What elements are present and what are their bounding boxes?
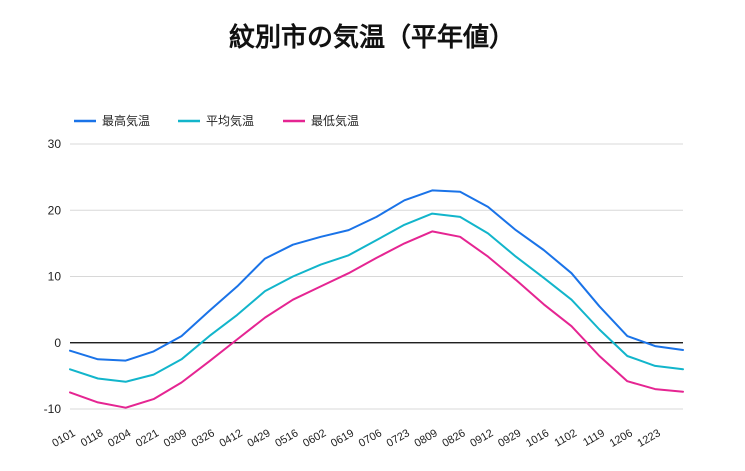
legend-label-1: 平均気温 — [206, 113, 254, 128]
x-tick-label: 0723 — [385, 427, 412, 450]
chart-title: 紋別市の気温（平年値） — [229, 22, 515, 53]
x-tick-label: 0809 — [413, 427, 440, 450]
legend-label-2: 最低気温 — [311, 113, 359, 128]
y-tick-label: -10 — [44, 402, 62, 416]
x-tick-label: 1016 — [524, 427, 551, 450]
x-tick-label: 0221 — [134, 427, 161, 450]
x-tick-label: 0101 — [50, 427, 77, 450]
series-line-1 — [69, 212, 684, 383]
x-tick-label: 0602 — [301, 427, 328, 450]
series-lines — [69, 189, 684, 409]
x-tick-label: 1119 — [581, 427, 607, 449]
series-line-0 — [69, 189, 684, 362]
y-axis: -10 0 10 20 30 — [44, 137, 62, 416]
x-tick-label: 0619 — [329, 427, 356, 450]
x-tick-label: 0706 — [357, 427, 384, 450]
x-tick-label: 1206 — [608, 427, 635, 450]
x-tick-label: 1102 — [553, 427, 579, 449]
x-tick-label: 0516 — [273, 427, 300, 450]
x-tick-label: 0204 — [106, 427, 133, 450]
x-tick-label: 0429 — [245, 427, 272, 450]
x-tick-label: 1223 — [635, 427, 662, 450]
x-axis: 0101 0118 0204 0221 0309 0326 0412 0429 0516 0602… — [50, 427, 662, 450]
y-tick-label: 0 — [54, 336, 61, 350]
x-tick-label: 0118 — [79, 427, 105, 449]
legend-label-0: 最高気温 — [102, 113, 150, 128]
x-tick-label: 0929 — [496, 427, 523, 450]
series-line-2 — [69, 230, 684, 409]
x-tick-label: 0912 — [468, 427, 495, 450]
y-tick-label: 30 — [48, 137, 62, 151]
x-tick-label: 0826 — [440, 427, 467, 450]
x-tick-label: 0412 — [217, 427, 244, 450]
legend: 最高気温 平均気温 最低気温 — [74, 113, 359, 128]
y-tick-label: 20 — [48, 203, 62, 217]
gridlines — [70, 143, 683, 410]
y-tick-label: 10 — [48, 270, 62, 284]
x-tick-label: 0309 — [162, 427, 189, 450]
x-tick-label: 0326 — [190, 427, 217, 450]
